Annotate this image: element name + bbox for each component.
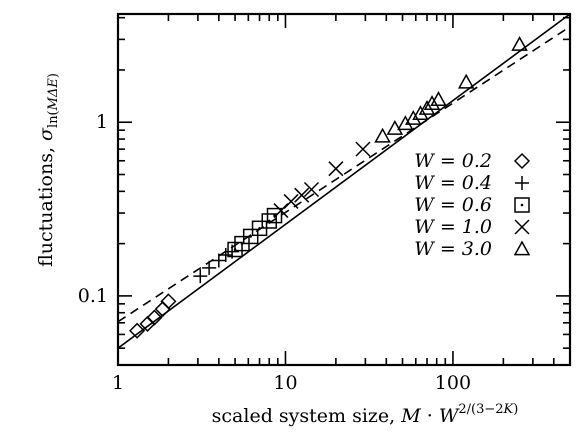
data-point-triangle bbox=[511, 36, 528, 51]
data-point-triangle bbox=[405, 110, 422, 125]
data-point-triangle bbox=[412, 105, 429, 121]
data-point-plus bbox=[211, 253, 226, 268]
data-point-triangle bbox=[423, 95, 441, 110]
data-point-cross bbox=[328, 161, 344, 177]
legend-marker-plus bbox=[515, 176, 529, 190]
data-point-triangle bbox=[397, 115, 414, 131]
x-axis-label: scaled system size, M · W2/(3−2K) bbox=[212, 402, 519, 427]
fit-lines bbox=[118, 14, 570, 349]
plot-frame bbox=[116, 12, 572, 367]
legend-marker-cross bbox=[514, 219, 530, 235]
y-tick-label: 1 bbox=[96, 111, 108, 133]
data-point-plus bbox=[193, 269, 208, 284]
legend-label: W = 3.0 bbox=[414, 238, 492, 260]
data-point-cross bbox=[283, 193, 299, 209]
data-point-diamond bbox=[160, 293, 177, 310]
data-point-diamond bbox=[146, 309, 163, 326]
series-square bbox=[227, 207, 283, 258]
data-point-plus bbox=[202, 260, 217, 275]
data-points bbox=[129, 36, 528, 339]
series-triangle bbox=[374, 36, 528, 143]
y-axis-label: fluctuations, σln(MΔE) bbox=[35, 73, 61, 267]
data-point-cross bbox=[355, 141, 371, 157]
x-tick-label: 10 bbox=[273, 372, 297, 394]
data-point-triangle bbox=[418, 99, 436, 115]
data-point-square bbox=[242, 228, 259, 245]
data-point-triangle bbox=[386, 119, 404, 135]
data-point-cross bbox=[303, 181, 320, 198]
series-cross bbox=[273, 141, 371, 219]
y-tick-label: 0.1 bbox=[78, 285, 108, 307]
dashed-fit-line bbox=[118, 26, 570, 323]
axis-ticks bbox=[117, 14, 571, 366]
data-point-triangle bbox=[430, 91, 447, 106]
x-tick-label: 100 bbox=[435, 372, 471, 394]
legend-label: W = 1.0 bbox=[414, 216, 492, 238]
series-plus bbox=[193, 244, 240, 284]
data-point-triangle bbox=[374, 127, 391, 143]
legend-marker-square bbox=[514, 197, 530, 213]
legend-label: W = 0.6 bbox=[414, 194, 492, 216]
legend-label: W = 0.2 bbox=[414, 150, 492, 172]
solid-fit-line bbox=[118, 14, 570, 349]
tick-labels: 1 10 100 0.1 1 bbox=[78, 111, 471, 394]
data-point-diamond bbox=[129, 322, 146, 339]
x-tick-label: 1 bbox=[112, 372, 124, 394]
plot-border bbox=[116, 12, 572, 367]
legend: W = 0.2W = 0.4W = 0.6W = 1.0W = 3.0 bbox=[414, 150, 531, 260]
data-point-cross bbox=[294, 187, 310, 203]
series-diamond bbox=[129, 293, 177, 339]
data-point-triangle bbox=[457, 73, 475, 89]
legend-marker-diamond bbox=[513, 152, 531, 170]
legend-marker-triangle bbox=[513, 240, 531, 256]
legend-label: W = 0.4 bbox=[414, 172, 492, 194]
data-point-plus bbox=[218, 247, 233, 262]
data-point-square bbox=[261, 213, 277, 229]
